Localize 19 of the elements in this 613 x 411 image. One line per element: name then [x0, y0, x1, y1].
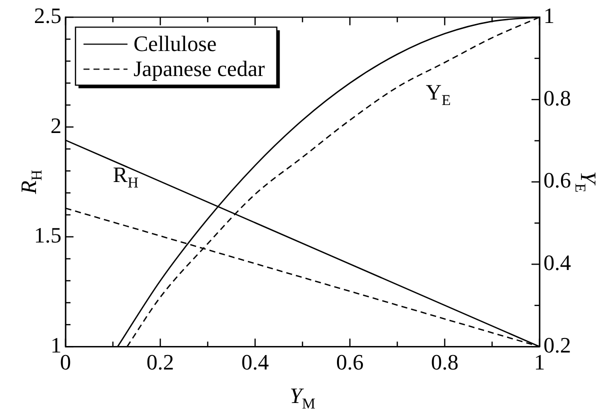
x-tick-label: 1 [534, 350, 545, 375]
x-tick-label: 0 [60, 350, 71, 375]
y2-tick-label: 0.2 [544, 332, 571, 358]
legend-label: Japanese cedar [134, 56, 266, 81]
x-tick-label: 0.2 [146, 350, 174, 375]
x-tick-label: 0.6 [336, 350, 364, 375]
y-tick-label: 2.5 [34, 2, 62, 28]
y2-axis-title: YE [572, 171, 601, 193]
y-axis-title: RH [16, 170, 46, 196]
y-tick-label: 2 [50, 112, 62, 138]
y2-tick-label: 0.8 [544, 85, 571, 110]
x-tick-label: 0.8 [430, 350, 458, 375]
y2-tick-label: 0.6 [544, 168, 571, 193]
y-tick-label: 1 [50, 332, 62, 358]
legend-label: Cellulose [134, 30, 217, 56]
y2-tick-label: 1 [544, 2, 554, 28]
y-tick-label: 1.5 [34, 222, 62, 248]
y2-tick-label: 0.4 [544, 250, 571, 276]
x-tick-label: 0.4 [241, 350, 269, 375]
